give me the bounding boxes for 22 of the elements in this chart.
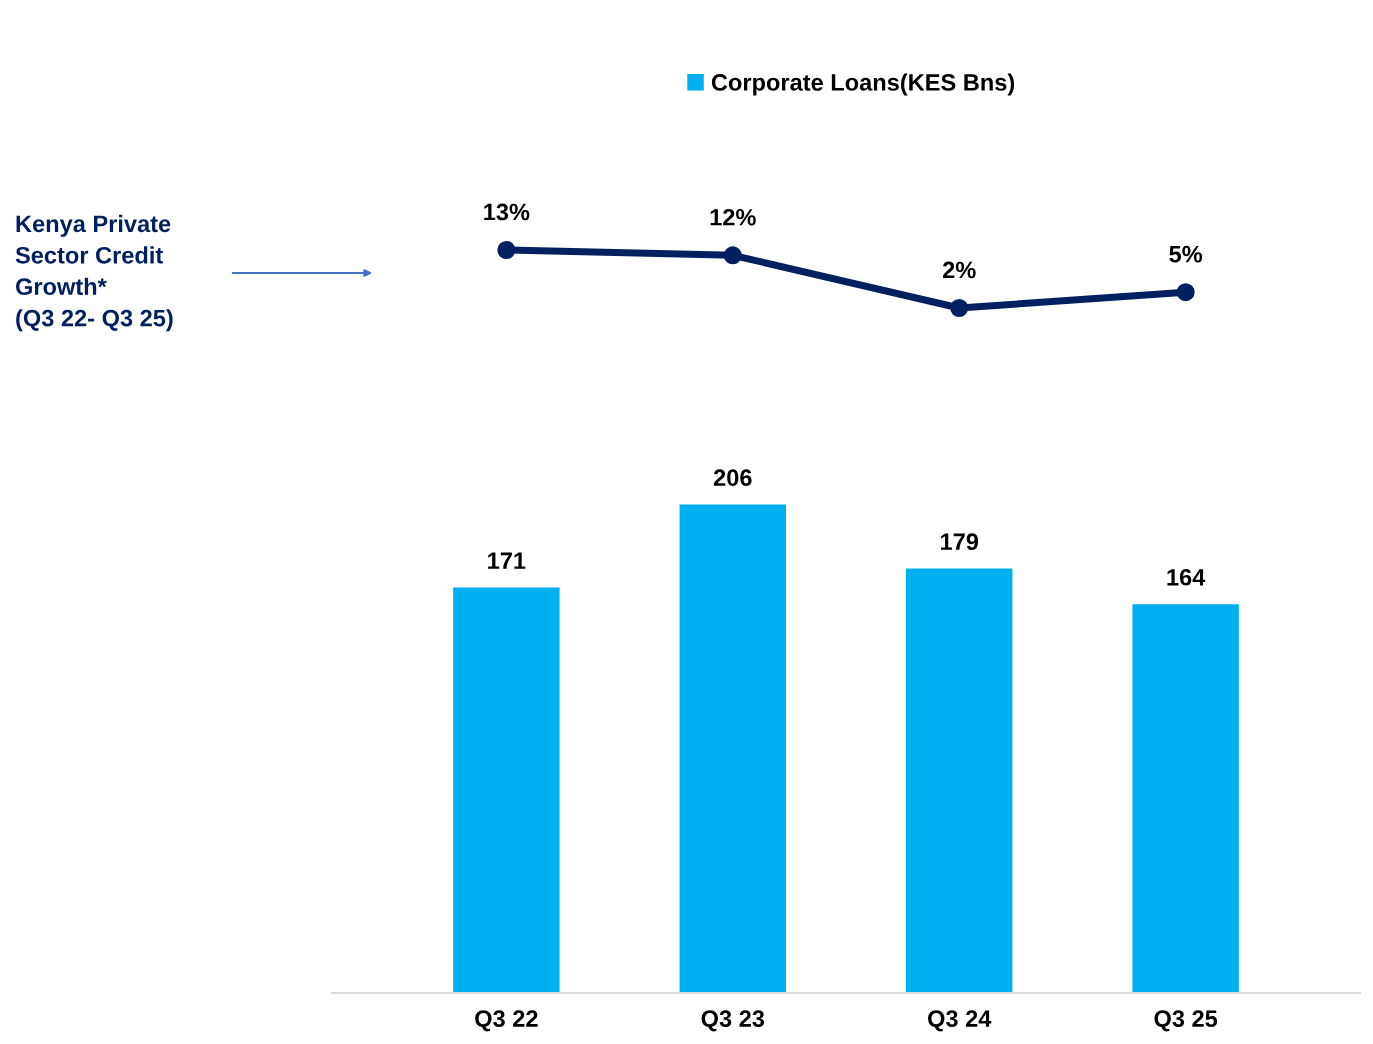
data-label: 5% — [1169, 245, 1203, 263]
point — [950, 298, 969, 318]
point — [723, 246, 742, 265]
x-tick-label: Q3 22 — [475, 1010, 538, 1032]
data-label: 179 — [941, 533, 979, 551]
point — [497, 240, 516, 260]
x-tick-label: Q3 24 — [928, 1010, 992, 1032]
data-label: 13% — [484, 203, 530, 221]
text: Kenya Private Sector Credit Growth* (Q3 22- Q3 25) — [15, 214, 173, 332]
x-tick-label: Q3 23 — [701, 1010, 765, 1032]
data-label: 164 — [1167, 568, 1206, 586]
bar — [1132, 604, 1239, 993]
x-tick-label: Q3 25 — [1154, 1010, 1218, 1032]
legend-label: Corporate Loans(KES Bns) — [711, 73, 1015, 96]
bar — [906, 568, 1013, 993]
bar — [453, 587, 560, 993]
data-label: 171 — [488, 552, 526, 569]
data-label: 206 — [713, 469, 752, 487]
data-label: 12% — [710, 208, 756, 226]
point — [1176, 283, 1195, 302]
bar — [679, 504, 786, 993]
data-label: 2% — [942, 261, 976, 279]
